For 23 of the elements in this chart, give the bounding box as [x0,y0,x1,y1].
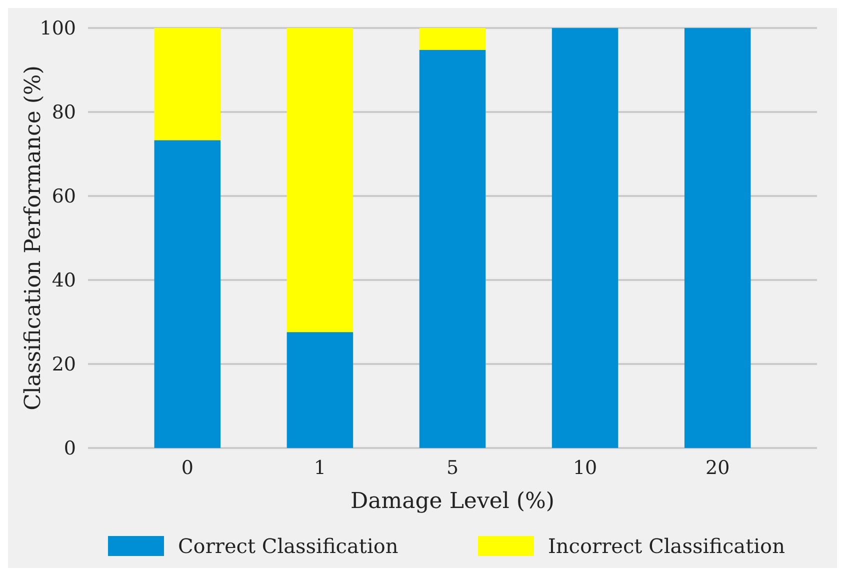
bar [286,28,354,332]
legend-label: Correct Classification [178,534,398,558]
y-tick-label: 80 [52,102,76,124]
x-axis-title: Damage Level (%) [350,489,555,514]
y-tick-label: 0 [64,438,76,460]
x-tick-label: 1 [314,457,326,479]
x-tick-label: 0 [181,457,194,479]
bar [552,28,618,448]
y-tick-label: 40 [52,270,76,292]
x-tick-label: 20 [705,457,730,479]
y-axis-title: Classification Performance (%) [21,66,46,410]
x-tick-label: 5 [446,457,459,479]
bar [286,332,354,448]
y-tick-label: 60 [52,186,76,208]
y-tick-label: 100 [40,18,76,40]
legend-label: Incorrect Classification [548,534,786,558]
bar [154,28,221,140]
bar [419,50,486,448]
bar [684,28,751,448]
bar [419,28,486,50]
x-tick-label: 10 [572,457,598,479]
y-tick-label: 20 [52,354,76,376]
bar [154,140,221,448]
